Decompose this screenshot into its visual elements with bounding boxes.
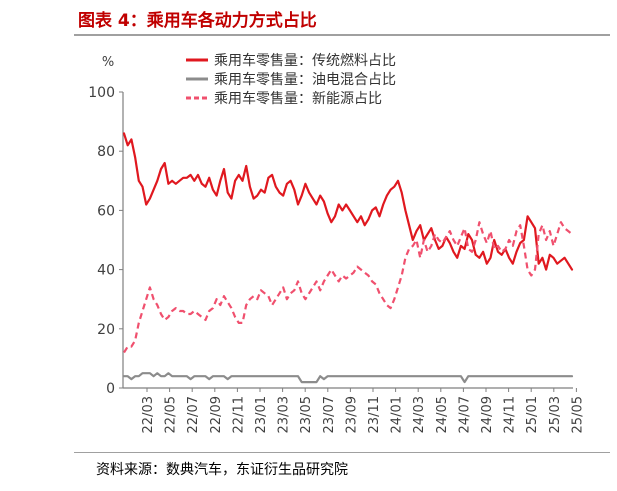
series-line-0 xyxy=(122,132,574,271)
y-tick-label: 100 xyxy=(88,85,115,101)
series-line-2 xyxy=(123,221,573,354)
x-tick-label: 24/03 xyxy=(412,396,427,433)
x-tick-label: 25/05 xyxy=(570,396,585,433)
source-note: 资料来源：数典汽车，东证衍生品研究院 xyxy=(96,462,348,478)
x-tick-label: 22/09 xyxy=(209,396,224,433)
footer-divider xyxy=(74,452,610,453)
y-tick-label: 80 xyxy=(97,144,115,160)
x-tick-label: 23/01 xyxy=(254,396,269,433)
title-divider xyxy=(74,34,610,36)
x-tick-label: 24/01 xyxy=(390,396,405,433)
y-tick-label: 0 xyxy=(106,381,115,397)
legend-label-0: 乘用车零售量：传统燃料占比 xyxy=(214,52,396,69)
x-tick-label: 23/03 xyxy=(277,396,292,433)
x-tick-label: 24/09 xyxy=(480,396,495,433)
series-line-1 xyxy=(122,372,574,384)
chart-axes: % 0 20 40 60 80 100 22/03 22/05 22/07 22/09 22/11 23… xyxy=(88,55,585,433)
legend-label-2: 乘用车零售量：新能源占比 xyxy=(214,90,382,107)
x-tick-label: 24/11 xyxy=(503,396,518,433)
x-tick-label: 22/11 xyxy=(231,396,246,433)
figure-title: 图表 4：乘用车各动力方式占比 xyxy=(78,11,317,31)
legend-label-1: 乘用车零售量：油电混合占比 xyxy=(214,71,396,88)
x-tick-label: 25/01 xyxy=(525,396,540,433)
x-tick-label: 25/03 xyxy=(548,396,563,433)
x-tick-label: 24/07 xyxy=(457,396,472,433)
x-tick-label: 22/05 xyxy=(164,396,179,433)
x-tick-label: 23/09 xyxy=(344,396,359,433)
x-tick-label: 23/11 xyxy=(367,396,382,433)
y-tick-label: 60 xyxy=(97,203,115,219)
y-tick-label: 20 xyxy=(97,322,115,338)
chart-plot-area xyxy=(122,132,574,384)
x-tick-label: 22/07 xyxy=(186,396,201,433)
y-tick-label: 40 xyxy=(97,263,115,279)
x-tick-label: 23/05 xyxy=(299,396,314,433)
x-tick-label: 22/03 xyxy=(141,396,156,433)
x-tick-label: 23/07 xyxy=(322,396,337,433)
x-tick-label: 24/05 xyxy=(435,396,450,433)
y-axis-unit: % xyxy=(102,55,114,70)
